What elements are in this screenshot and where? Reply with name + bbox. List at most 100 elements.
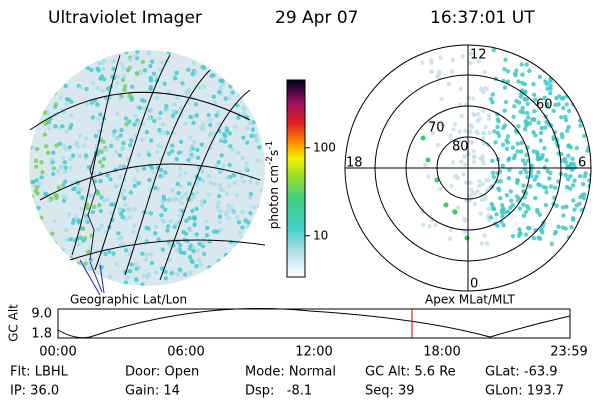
pixel (535, 207, 540, 213)
pixel (479, 241, 484, 246)
pixel (64, 228, 69, 233)
pixel (149, 59, 155, 64)
pixel (36, 66, 41, 71)
pixel (471, 154, 477, 160)
pixel (201, 122, 206, 127)
pixel (52, 218, 57, 224)
pixel (31, 260, 37, 265)
pixel (60, 155, 66, 161)
colorbar-label: photon cm-2s-1 (265, 141, 281, 230)
pixel (522, 127, 528, 132)
pixel (70, 153, 76, 158)
pixel (570, 217, 576, 222)
pixel (161, 219, 166, 224)
pixel (498, 179, 503, 184)
pixel (505, 69, 511, 74)
pixel (141, 273, 147, 279)
pixel (54, 143, 59, 148)
pixel (85, 50, 90, 53)
pixel (439, 96, 444, 101)
pixel (212, 100, 218, 106)
pixel (121, 164, 127, 169)
pixel (554, 95, 559, 101)
pixel (590, 117, 591, 123)
label: photon cm (267, 165, 281, 229)
pixel (229, 263, 235, 268)
pixel (479, 88, 485, 93)
pixel (76, 271, 82, 276)
pixel (258, 68, 263, 73)
pixel (193, 102, 199, 107)
pixel (568, 93, 574, 99)
pixel (89, 100, 95, 105)
pixel (543, 202, 549, 208)
pixel (456, 146, 462, 152)
pixel (83, 136, 89, 141)
pixel (190, 259, 195, 265)
pixel (244, 126, 250, 131)
pixel (122, 84, 128, 89)
pixel (220, 81, 225, 87)
pixel (486, 113, 492, 118)
pixel (182, 272, 188, 277)
pixel (531, 149, 536, 154)
pixel (63, 83, 68, 89)
pixel (246, 283, 251, 286)
pixel (564, 102, 570, 107)
pixel (183, 170, 188, 176)
pixel (426, 174, 431, 179)
pixel (490, 158, 495, 164)
pixel (88, 257, 94, 263)
pixel (507, 167, 512, 173)
spot (420, 135, 426, 141)
pixel (463, 218, 468, 223)
pixel (132, 223, 137, 228)
pixel (68, 156, 73, 162)
pixel (146, 152, 152, 157)
pixel (192, 215, 198, 221)
pixel (177, 213, 183, 219)
pixel (178, 139, 184, 145)
pixel (178, 242, 183, 248)
pixel (42, 246, 48, 251)
pixel (523, 232, 529, 237)
pixel (178, 166, 183, 172)
pixel (214, 271, 220, 276)
pixel (165, 130, 170, 135)
pixel (584, 74, 589, 79)
pixel (520, 158, 526, 163)
pixel (237, 75, 243, 81)
pixel (242, 79, 247, 84)
pixel (35, 251, 40, 256)
pixel (246, 283, 251, 286)
pixel (49, 281, 54, 286)
pixel (30, 274, 35, 279)
pixel (194, 206, 199, 211)
pixel (233, 274, 239, 279)
pixel (159, 213, 164, 218)
pixel (510, 233, 516, 239)
pixel (148, 138, 154, 143)
pixel (207, 265, 212, 270)
pixel (129, 95, 135, 101)
pixel (458, 159, 464, 164)
pixel (34, 177, 40, 183)
pixel (62, 52, 68, 57)
pixel (519, 62, 524, 67)
pixel (568, 186, 573, 191)
pixel (96, 68, 101, 73)
pixel (525, 115, 531, 120)
info-field: GLon: 193.7 (485, 384, 564, 399)
pixel (217, 193, 222, 199)
pixel (531, 236, 537, 241)
pixel (64, 238, 69, 243)
pixel (98, 112, 103, 117)
pixel (259, 188, 264, 193)
pixel (235, 251, 240, 256)
pixel (252, 105, 257, 111)
pixel (84, 216, 90, 222)
pixel (64, 147, 69, 152)
pixel (83, 274, 88, 279)
pixel (245, 224, 251, 229)
pixel (212, 182, 218, 187)
